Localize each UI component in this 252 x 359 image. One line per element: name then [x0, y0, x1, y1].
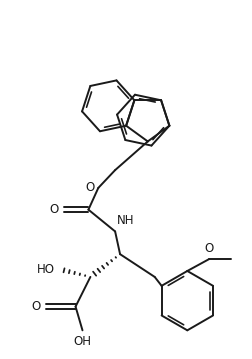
Text: O: O — [204, 242, 214, 255]
Text: NH: NH — [117, 214, 135, 228]
Text: O: O — [49, 203, 59, 216]
Text: OH: OH — [74, 335, 91, 348]
Text: O: O — [32, 300, 41, 313]
Text: HO: HO — [37, 262, 55, 275]
Text: O: O — [85, 181, 94, 195]
